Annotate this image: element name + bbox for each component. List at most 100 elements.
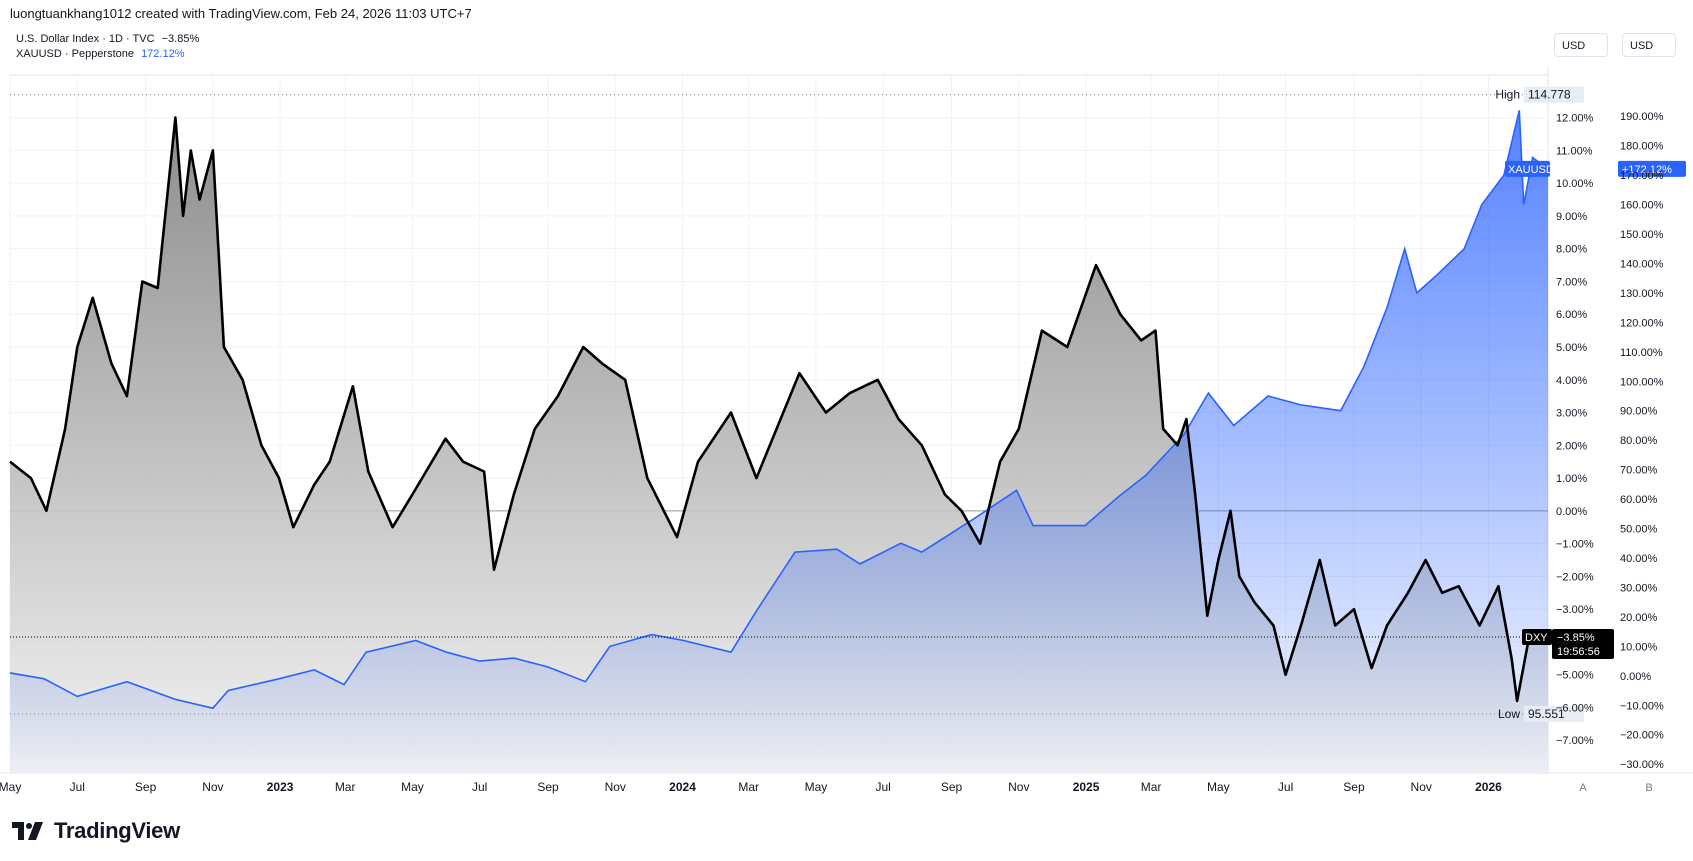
tradingview-brand: TradingView — [54, 818, 180, 843]
right-axis-tick: 10.00% — [1620, 641, 1658, 653]
time-axis-tick: 2026 — [1475, 780, 1502, 794]
currency-button-left-axis[interactable]: USD — [1554, 33, 1608, 57]
time-axis-tick: 2025 — [1073, 780, 1100, 794]
dxy-tag: DXY — [1525, 632, 1548, 644]
legend-xauusd-symbol: XAUUSD · Pepperstone — [16, 48, 134, 60]
auto-scale-button[interactable]: A — [1579, 782, 1587, 794]
right-axis-tick: −20.00% — [1620, 730, 1664, 742]
time-axis-tick: May — [401, 780, 424, 794]
left-axis-tick: −4.00% — [1556, 637, 1594, 649]
right-axis-tick: 190.00% — [1620, 111, 1664, 123]
right-axis-tick: 50.00% — [1620, 524, 1658, 536]
time-axis-tick: Jul — [876, 780, 891, 794]
left-axis-tick: 6.00% — [1556, 309, 1587, 321]
left-axis-tick: −5.00% — [1556, 670, 1594, 682]
right-price-axis[interactable]: 190.00% 180.00% 170.00% 160.00% 150.00% 140.0… — [1620, 111, 1664, 771]
left-axis-tick: 2.00% — [1556, 440, 1587, 452]
dxy-tag-bg — [1522, 629, 1552, 646]
left-axis-tick: 9.00% — [1556, 211, 1587, 223]
time-axis-tick: May — [805, 780, 828, 794]
time-axis-tick: Nov — [605, 780, 626, 794]
chart-canvas[interactable]: High 114.778 Low 95.551 XAUUSD +172.12% DXY −3.… — [0, 0, 1693, 800]
right-axis-tick: 90.00% — [1620, 406, 1658, 418]
time-axis-tick: Mar — [1141, 780, 1162, 794]
right-axis-tick: 120.00% — [1620, 317, 1664, 329]
legend-xauusd[interactable]: XAUUSD · Pepperstone 172.12% — [16, 48, 185, 60]
time-axis-tick: Sep — [135, 780, 157, 794]
right-axis-tick: 100.00% — [1620, 376, 1664, 388]
dxy-last-value: −3.85% — [1557, 632, 1595, 644]
left-axis-tick: 4.00% — [1556, 375, 1587, 387]
right-axis-tick: 70.00% — [1620, 465, 1658, 477]
series-lines — [9, 110, 1549, 710]
left-axis-tick: 0.00% — [1556, 506, 1587, 518]
time-axis-tick: Nov — [1411, 780, 1432, 794]
currency-button-right-axis[interactable]: USD — [1622, 33, 1676, 57]
time-axis-tick: Mar — [335, 780, 356, 794]
left-axis-tick: 12.00% — [1556, 113, 1594, 125]
time-axis-tick: Jul — [472, 780, 487, 794]
left-axis-tick: 3.00% — [1556, 408, 1587, 420]
right-axis-tick: 40.00% — [1620, 553, 1658, 565]
left-axis-tick: 7.00% — [1556, 276, 1587, 288]
left-price-axis[interactable]: 12.00% 11.00% 10.00% 9.00% 8.00% 7.00% 6.00% 5.… — [1556, 113, 1594, 748]
high-value-bg — [1524, 86, 1584, 103]
right-axis-tick: 160.00% — [1620, 200, 1664, 212]
left-axis-tick: −2.00% — [1556, 571, 1594, 583]
legend-xauusd-change: 172.12% — [141, 48, 185, 60]
overlays: High 114.778 Low 95.551 XAUUSD +172.12% DXY −3.… — [10, 86, 1686, 723]
xauusd-line — [9, 110, 1549, 710]
time-axis-tick: May — [1207, 780, 1230, 794]
right-axis-tick: 180.00% — [1620, 141, 1664, 153]
right-axis-tick: −10.00% — [1620, 700, 1664, 712]
right-axis-tick: 80.00% — [1620, 435, 1658, 447]
left-axis-tick: −3.00% — [1556, 604, 1594, 616]
legend-dxy-symbol: U.S. Dollar Index · 1D · TVC — [16, 33, 155, 45]
chart-author-line: luongtuankhang1012 created with TradingV… — [10, 6, 472, 21]
dxy-last-value-bg — [1552, 629, 1614, 660]
xauusd-last-value: +172.12% — [1622, 164, 1672, 176]
left-axis-tick: −6.00% — [1556, 702, 1594, 714]
dxy-line — [9, 116, 1549, 703]
low-value: 95.551 — [1528, 707, 1565, 721]
right-axis-tick: 150.00% — [1620, 229, 1664, 241]
right-axis-tick: −30.00% — [1620, 759, 1664, 771]
axis-b-button[interactable]: B — [1645, 782, 1653, 794]
xauusd-tag-bg — [1505, 160, 1550, 177]
dxy-countdown: 19:56:56 — [1557, 646, 1600, 658]
left-axis-tick: 5.00% — [1556, 342, 1587, 354]
time-axis-tick: Nov — [202, 780, 223, 794]
tradingview-logo[interactable]: TradingView — [12, 818, 180, 844]
time-axis-tick: 2023 — [267, 780, 294, 794]
legend-dxy[interactable]: U.S. Dollar Index · 1D · TVC −3.85% — [16, 33, 199, 45]
time-axis-tick: Nov — [1008, 780, 1029, 794]
left-axis-tick: 10.00% — [1556, 178, 1594, 190]
right-axis-tick: 170.00% — [1620, 170, 1664, 182]
right-axis-tick: 140.00% — [1620, 258, 1664, 270]
area-fills — [10, 110, 1548, 774]
low-value-bg — [1524, 706, 1584, 723]
xauusd-last-value-bg — [1618, 160, 1686, 177]
time-axis-tick: Jul — [70, 780, 85, 794]
time-axis-tick: Jul — [1278, 780, 1293, 794]
right-axis-tick: 0.00% — [1620, 671, 1651, 683]
right-axis-tick: 130.00% — [1620, 288, 1664, 300]
low-label: Low — [1498, 707, 1520, 721]
legend-dxy-change: −3.85% — [161, 33, 200, 45]
time-axis-tick: Sep — [1343, 780, 1365, 794]
right-axis-tick: 60.00% — [1620, 494, 1658, 506]
time-axis-tick: Sep — [941, 780, 963, 794]
right-axis-tick: 30.00% — [1620, 582, 1658, 594]
right-axis-tick: 110.00% — [1620, 347, 1663, 359]
tradingview-logo-icon — [12, 822, 43, 840]
time-axis[interactable]: May Jul Sep Nov 2023 Mar May Jul Sep Nov 2024 Mar Ma… — [0, 780, 1502, 794]
left-axis-tick: −7.00% — [1556, 735, 1594, 747]
xauusd-area — [10, 110, 1548, 774]
left-axis-tick: 11.00% — [1556, 145, 1593, 157]
time-axis-tick: Sep — [537, 780, 559, 794]
time-axis-tick: 2024 — [669, 780, 696, 794]
high-value: 114.778 — [1528, 88, 1571, 102]
left-axis-tick: 1.00% — [1556, 473, 1587, 485]
left-axis-tick: 8.00% — [1556, 244, 1587, 256]
time-axis-tick: May — [0, 780, 21, 794]
